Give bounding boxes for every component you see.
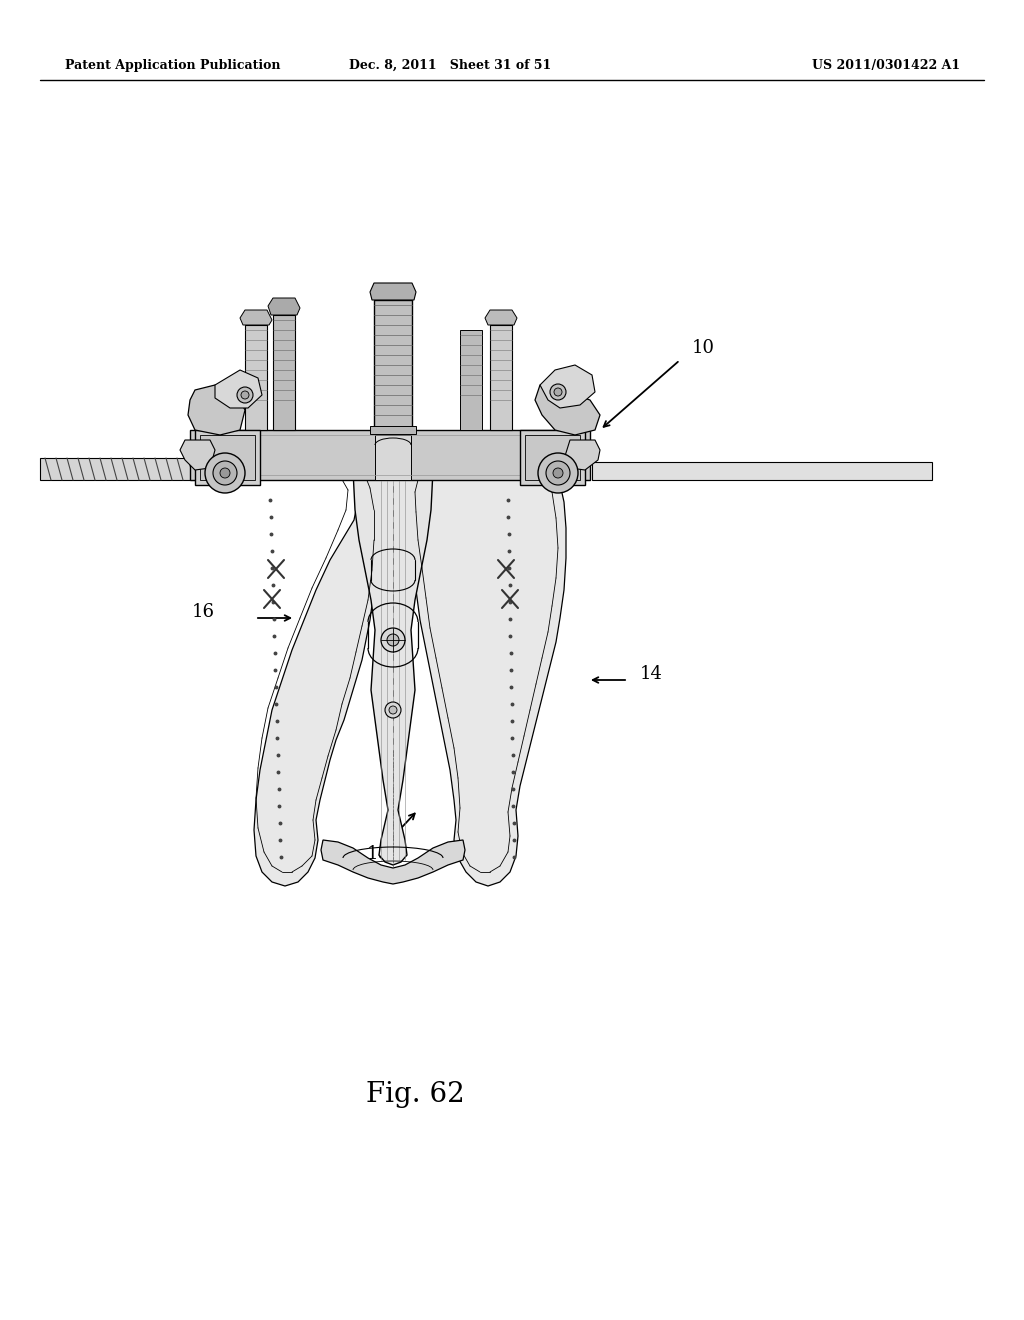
Polygon shape xyxy=(268,298,300,315)
Circle shape xyxy=(220,469,230,478)
Text: Patent Application Publication: Patent Application Publication xyxy=(65,58,281,71)
Text: Dec. 8, 2011   Sheet 31 of 51: Dec. 8, 2011 Sheet 31 of 51 xyxy=(349,58,551,71)
Polygon shape xyxy=(535,385,600,436)
Circle shape xyxy=(387,634,399,645)
Polygon shape xyxy=(408,470,566,886)
Polygon shape xyxy=(485,310,517,325)
Bar xyxy=(374,300,412,430)
Circle shape xyxy=(553,469,563,478)
Circle shape xyxy=(538,453,578,492)
Polygon shape xyxy=(370,282,416,300)
Text: 18: 18 xyxy=(367,845,389,863)
Circle shape xyxy=(385,702,401,718)
Polygon shape xyxy=(254,470,380,886)
Bar xyxy=(370,426,416,434)
Bar xyxy=(40,458,200,480)
Bar xyxy=(375,436,411,480)
Circle shape xyxy=(550,384,566,400)
Bar xyxy=(592,462,932,480)
Circle shape xyxy=(205,453,245,492)
Polygon shape xyxy=(188,385,245,436)
Bar xyxy=(520,430,585,484)
Bar xyxy=(200,436,255,480)
Bar xyxy=(490,325,512,430)
Polygon shape xyxy=(565,440,600,470)
Circle shape xyxy=(381,628,406,652)
Polygon shape xyxy=(540,366,595,408)
Circle shape xyxy=(237,387,253,403)
Polygon shape xyxy=(240,310,272,325)
Circle shape xyxy=(554,388,562,396)
Bar xyxy=(190,430,590,480)
Bar xyxy=(195,430,260,484)
Polygon shape xyxy=(215,370,262,408)
Circle shape xyxy=(241,391,249,399)
Polygon shape xyxy=(351,432,435,865)
Circle shape xyxy=(389,706,397,714)
Bar xyxy=(525,436,580,480)
Text: 10: 10 xyxy=(692,339,715,356)
Bar xyxy=(245,325,267,430)
Bar xyxy=(273,315,295,430)
Polygon shape xyxy=(321,840,465,884)
Text: 14: 14 xyxy=(640,665,663,682)
Bar xyxy=(460,330,482,430)
Text: Fig. 62: Fig. 62 xyxy=(366,1081,464,1109)
Text: US 2011/0301422 A1: US 2011/0301422 A1 xyxy=(812,58,961,71)
Polygon shape xyxy=(180,440,215,470)
Circle shape xyxy=(546,461,570,484)
Text: 16: 16 xyxy=(193,603,215,620)
Circle shape xyxy=(213,461,237,484)
